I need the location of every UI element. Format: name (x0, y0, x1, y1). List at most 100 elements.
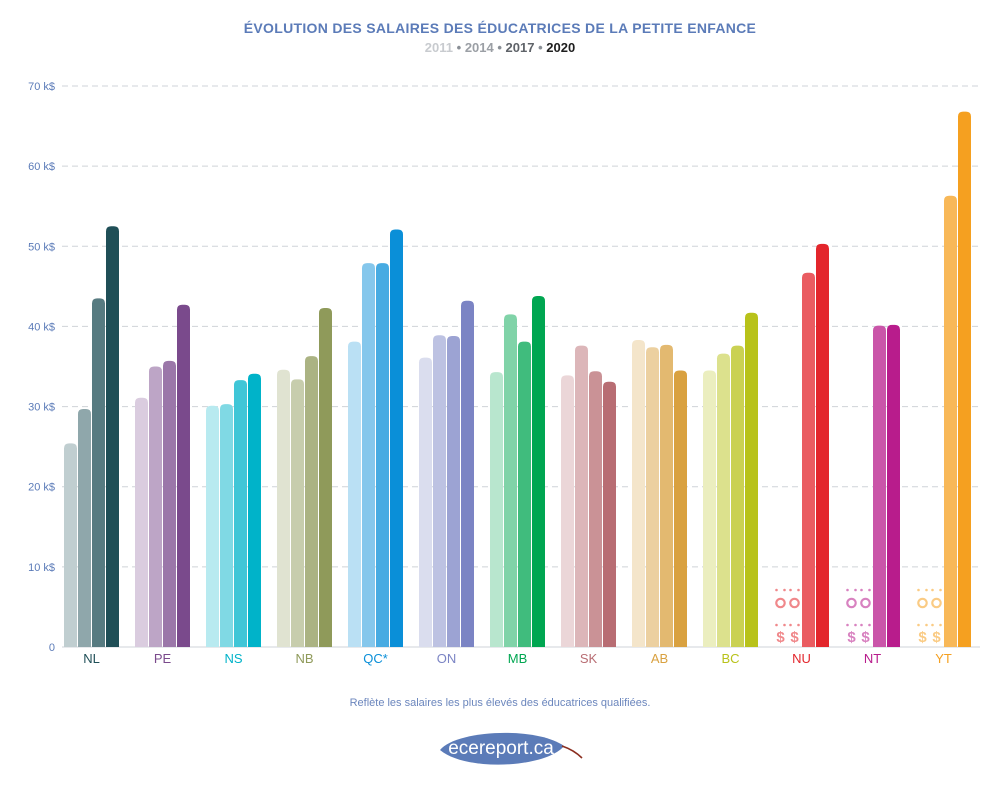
missing-data-dot (925, 623, 928, 627)
missing-data-marker (846, 597, 857, 609)
missing-data-dot (931, 588, 934, 592)
x-category-label: NU (792, 651, 811, 666)
bar-MB-2020 (532, 295, 545, 647)
leaf-logo-icon (440, 732, 583, 765)
chart-title: ÉVOLUTION DES SALAIRES DES ÉDUCATRICES D… (243, 20, 757, 36)
missing-data-dot (797, 588, 800, 592)
bar-NL-2011 (64, 443, 77, 647)
year-label-2017: 2017 (505, 40, 535, 55)
bar-NL-2014 (78, 408, 91, 647)
x-category-label: YT (935, 651, 952, 666)
missing-data-marker (789, 597, 800, 609)
missing-data-dot (917, 588, 920, 592)
bar-YT-2017 (944, 195, 957, 647)
bar-MB-2017 (518, 341, 531, 647)
bar-QC-2020 (390, 229, 403, 647)
missing-data-marker (931, 597, 942, 609)
bar-NT-2020 (887, 324, 900, 647)
year-separator: • (538, 40, 543, 55)
missing-data-dot (797, 623, 800, 627)
bar-AB-2017 (660, 344, 673, 647)
ecereport-logo[interactable]: ecereport.ca (436, 724, 586, 784)
bar-AB-2011 (632, 340, 645, 647)
bar-SK-2014 (575, 345, 588, 647)
y-tick-label: 20 k$ (28, 482, 55, 494)
bar-PE-2017 (163, 360, 176, 647)
bar-NB-2020 (319, 307, 332, 647)
bar-QC-2011 (348, 341, 361, 647)
x-category-label: ON (437, 651, 457, 666)
year-label-2020: 2020 (546, 40, 576, 55)
missing-data-dot (846, 588, 849, 592)
missing-data-dot (917, 623, 920, 627)
bar-SK-2017 (589, 371, 602, 647)
bar-ON-2014 (433, 335, 446, 647)
bar-NB-2017 (305, 356, 318, 647)
bar-QC-2017 (376, 263, 389, 647)
bar-PE-2014 (149, 366, 162, 647)
missing-data-marker (917, 597, 928, 609)
missing-data-dot (775, 623, 778, 627)
missing-data-dot (846, 623, 849, 627)
missing-data-marker: $ (776, 629, 785, 646)
bar-BC-2014 (717, 353, 730, 647)
bar-BC-2020 (745, 312, 758, 647)
bar-NB-2014 (291, 379, 304, 647)
bar-AB-2014 (646, 347, 659, 647)
missing-data-dot (939, 588, 942, 592)
bar-MB-2014 (504, 314, 517, 647)
year-label-2014: 2014 (464, 40, 494, 55)
footnote: Reflète les salaires les plus élevés des… (349, 697, 651, 709)
missing-data-marker (775, 597, 786, 609)
x-category-label: AB (651, 651, 668, 666)
x-category-label: NT (864, 651, 881, 666)
missing-data-marker: $ (918, 629, 927, 646)
bar-BC-2011 (703, 370, 716, 647)
x-category-label: QC* (363, 651, 388, 666)
bar-ON-2017 (447, 336, 460, 647)
missing-data-dot (860, 623, 863, 627)
bar-AB-2020 (674, 370, 687, 647)
x-category-label: NB (295, 651, 313, 666)
bar-NB-2011 (277, 369, 290, 647)
bar-NL-2017 (92, 298, 105, 647)
missing-data-dot (854, 623, 857, 627)
missing-data-dot (789, 588, 792, 592)
x-category-label: MB (508, 651, 528, 666)
missing-data-dot (789, 623, 792, 627)
bar-NS-2011 (206, 405, 219, 647)
bar-BC-2017 (731, 345, 744, 647)
missing-data-dot (860, 588, 863, 592)
y-tick-label: 60 k$ (28, 161, 55, 173)
year-separator: • (497, 40, 502, 55)
missing-data-marker: $ (847, 629, 856, 646)
bar-NU-2017 (802, 272, 815, 647)
missing-data-dot (925, 588, 928, 592)
missing-data-dot (775, 588, 778, 592)
missing-data-dot (854, 588, 857, 592)
bar-NS-2014 (220, 404, 233, 647)
missing-data-dot (939, 623, 942, 627)
missing-data-marker: $ (932, 629, 941, 646)
bar-PE-2020 (177, 304, 190, 647)
missing-data-dot (783, 588, 786, 592)
bar-PE-2011 (135, 397, 148, 647)
x-category-label: PE (154, 651, 172, 666)
logo-text: ecereport.ca (448, 738, 554, 759)
missing-data-dot (868, 623, 871, 627)
bar-ON-2011 (419, 357, 432, 647)
x-category-label: BC (721, 651, 739, 666)
y-tick-label: 30 k$ (28, 402, 55, 414)
x-category-label: NS (224, 651, 242, 666)
missing-data-dot (931, 623, 934, 627)
year-label-2011: 2011 (424, 40, 453, 55)
x-category-label: SK (580, 651, 598, 666)
y-tick-label: 50 k$ (28, 241, 55, 253)
y-tick-label: 0 (49, 642, 55, 654)
bar-NU-2020 (816, 243, 829, 648)
year-separator: • (456, 40, 462, 55)
missing-data-marker (860, 597, 871, 609)
leaf-shape (440, 732, 564, 765)
missing-data-marker: $ (861, 629, 870, 646)
